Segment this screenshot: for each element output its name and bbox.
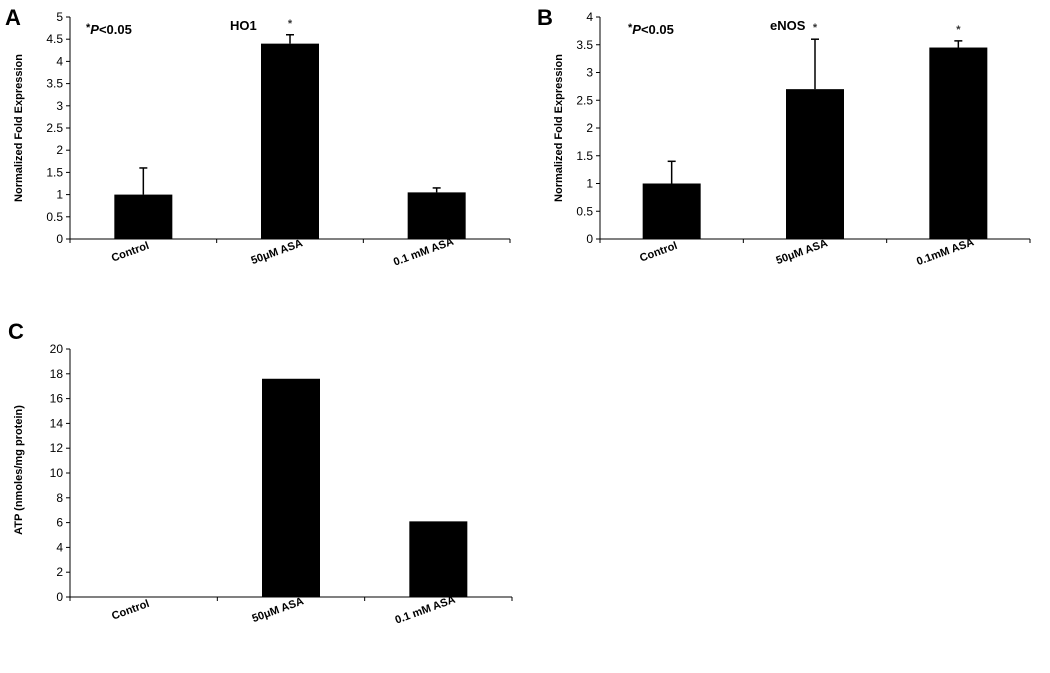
y-tick-label: 16 (50, 392, 64, 406)
x-category-label: Control (110, 240, 151, 265)
y-tick-label: 6 (56, 516, 63, 530)
y-tick-label: 20 (50, 342, 64, 356)
panel-letter: B (537, 5, 553, 30)
y-axis-label: ATP (nmoles/mg protein) (13, 405, 25, 535)
y-tick-label: 4 (56, 54, 63, 68)
y-tick-label: 1.5 (46, 165, 63, 179)
bar (929, 47, 988, 240)
y-tick-label: 0 (56, 232, 63, 246)
panel-letter: C (8, 319, 24, 344)
bar (407, 192, 466, 239)
y-tick-label: 0.5 (576, 204, 593, 218)
chart-panel-c: C 0 2 4 6 8 10 12 14 16 18 20 ATP (nmoles/mg protein… (8, 319, 513, 627)
y-tick-label: 4 (586, 10, 593, 24)
y-tick-label: 12 (50, 441, 64, 455)
bar (786, 89, 844, 240)
chart-panel-b: B 0 0.5 1 1.5 2 2.5 3 3.5 4 Normalized Fold Expres… (537, 5, 1031, 268)
p-value-threshold: <0.05 (99, 22, 132, 37)
x-category-label: 0.1 mM ASA (394, 594, 458, 627)
bar (114, 194, 173, 239)
significance-star: * (288, 18, 293, 30)
y-tick-label: 1 (586, 177, 593, 191)
y-tick-label: 2.5 (46, 121, 63, 135)
y-axis-label: Normalized Fold Expression (13, 54, 25, 202)
y-tick-label: 1 (56, 188, 63, 202)
x-category-label: 0.1 mM ASA (392, 236, 456, 269)
p-value-annotation: *P<0.05 (628, 22, 674, 37)
y-tick-label: 1.5 (576, 149, 593, 163)
y-tick-label: 2.5 (576, 93, 593, 107)
y-tick-label: 3 (56, 99, 63, 113)
chart-panel-a: A 0 0.5 1 1.5 2 2.5 3 3.5 4 4.5 5 Normalized Fold Ex… (5, 5, 511, 269)
x-category-label: Control (110, 598, 151, 623)
x-category-label: Control (638, 240, 679, 265)
p-value-annotation: *P<0.05 (86, 22, 132, 37)
bar (409, 521, 468, 597)
y-tick-label: 3.5 (46, 77, 63, 91)
p-value-star: * (628, 22, 633, 34)
bar (642, 183, 701, 239)
significance-star: * (813, 22, 818, 34)
p-value-star: * (86, 22, 91, 34)
x-category-label: 0.1mM ASA (915, 236, 976, 268)
y-tick-label: 4 (56, 540, 63, 554)
y-tick-label: 10 (50, 466, 64, 480)
y-tick-label: 0.5 (46, 210, 63, 224)
y-tick-label: 8 (56, 491, 63, 505)
x-category-label: 50μM ASA (775, 237, 830, 267)
y-tick-label: 18 (50, 367, 64, 381)
y-tick-label: 3 (586, 66, 593, 80)
y-tick-label: 2 (56, 565, 63, 579)
bar (262, 378, 320, 597)
p-value-symbol: P (632, 22, 641, 37)
x-category-label: 50μM ASA (250, 237, 305, 267)
chart-title: eNOS (770, 18, 806, 33)
y-tick-label: 0 (56, 590, 63, 604)
y-tick-label: 5 (56, 10, 63, 24)
y-tick-label: 14 (50, 416, 64, 430)
panel-letter: A (5, 5, 21, 30)
y-tick-label: 4.5 (46, 32, 63, 46)
y-axis-label: Normalized Fold Expression (553, 54, 565, 202)
significance-star: * (956, 24, 961, 36)
y-tick-label: 0 (586, 232, 593, 246)
y-tick-label: 2 (56, 143, 63, 157)
y-tick-label: 3.5 (576, 38, 593, 52)
bar (261, 43, 319, 239)
x-category-label: 50μM ASA (251, 595, 306, 625)
p-value-threshold: <0.05 (641, 22, 674, 37)
p-value-symbol: P (90, 22, 99, 37)
chart-title: HO1 (230, 18, 257, 33)
y-tick-label: 2 (586, 121, 593, 135)
